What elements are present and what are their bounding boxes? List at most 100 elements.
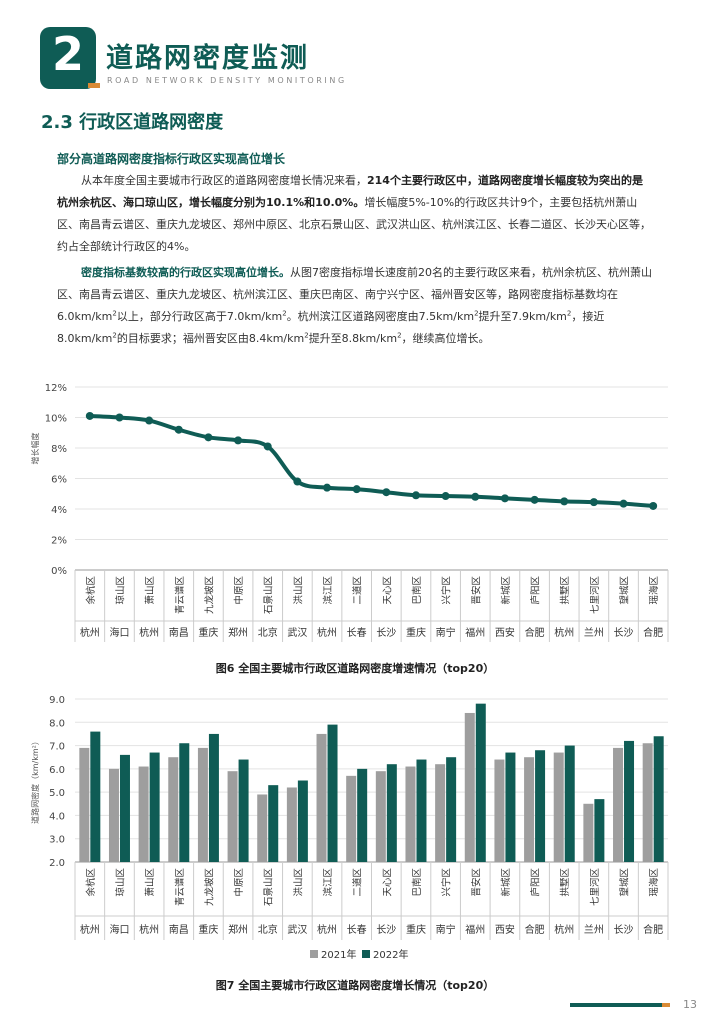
y-tick-label: 5.0 xyxy=(49,788,65,799)
bar-2022 xyxy=(594,799,605,862)
x-category-label: 望城区 xyxy=(619,868,631,897)
x-city-label: 杭州 xyxy=(554,923,574,936)
bar-2022 xyxy=(179,743,190,862)
x-category-label: 中原区 xyxy=(233,868,245,897)
y-tick-label: 2.0 xyxy=(49,858,65,869)
chapter-subtitle: ROAD NETWORK DENSITY MONITORING xyxy=(107,76,347,85)
x-category-label: 兴宁区 xyxy=(441,576,453,605)
density-bar-chart: 2.0 3.0 4.0 5.0 6.0 7.0 8.0 9.0 道路网密度（km/km²） 余杭区… xyxy=(30,695,669,961)
unit-sup: 2 xyxy=(304,331,309,340)
x-category-label: 新城区 xyxy=(500,868,512,897)
x-category-label: 七里河区 xyxy=(589,576,601,615)
y-tick-label: 9.0 xyxy=(49,695,65,706)
x-category-label: 萧山区 xyxy=(144,576,156,605)
x-category-label: 瑶海区 xyxy=(648,576,660,605)
y-tick-label: 3.0 xyxy=(49,835,65,846)
x-city-label: 郑州 xyxy=(228,626,248,639)
bar-2022 xyxy=(90,731,101,862)
y-tick-label: 0% xyxy=(51,566,67,577)
data-point xyxy=(352,485,361,494)
paragraph-2-text: 的目标要求；福州晋安区由8.4km/km xyxy=(116,332,305,345)
x-city-label: 南宁 xyxy=(436,923,456,936)
bar-2022 xyxy=(327,724,338,862)
bar-2022 xyxy=(564,745,575,862)
bar-2022 xyxy=(653,736,664,862)
bar-2022 xyxy=(416,759,427,862)
x-category-label: 天心区 xyxy=(382,868,393,897)
x-city-label: 北京 xyxy=(258,923,278,936)
unit-sup: 2 xyxy=(112,309,117,318)
y-tick-label: 4.0 xyxy=(49,811,65,822)
chapter-title: 道路网密度监测 xyxy=(106,43,309,74)
x-city-label: 杭州 xyxy=(317,626,337,639)
x-city-label: 海口 xyxy=(109,923,129,936)
paragraph-1: 从本年度全国主要城市行政区的道路网密度增长情况来看，214个主要行政区中，道路网… xyxy=(57,170,653,258)
y-tick-label: 2% xyxy=(51,536,67,547)
bar-2022 xyxy=(149,752,160,862)
x-category-label: 二道区 xyxy=(352,576,364,605)
bar-2022 xyxy=(475,703,486,862)
data-point xyxy=(204,433,213,442)
x-city-label: 福州 xyxy=(465,626,485,639)
bar-2022 xyxy=(535,750,546,862)
data-point xyxy=(115,413,124,422)
x-city-label: 杭州 xyxy=(317,923,337,936)
x-category-label: 余杭区 xyxy=(85,576,97,605)
x-city-label: 重庆 xyxy=(198,626,218,639)
x-category-label: 萧山区 xyxy=(144,868,156,897)
data-point xyxy=(174,425,183,434)
x-category-label: 晋安区 xyxy=(470,868,482,897)
x-city-label: 长沙 xyxy=(376,924,396,936)
section-title: 2.3 行政区道路网密度 xyxy=(41,112,224,133)
x-category-label: 滨江区 xyxy=(322,576,334,605)
x-category-label: 兴宁区 xyxy=(441,868,453,897)
chapter-number: 2 xyxy=(51,27,84,81)
paragraph-2-text: 从图7密度指标增长速度前20名的主要行政区来看，杭州余杭区、杭州萧山区、南昌青云… xyxy=(57,266,652,323)
unit-sup: 2 xyxy=(566,309,572,318)
y-tick-label: 7.0 xyxy=(49,742,65,753)
page-number: 13 xyxy=(683,998,697,1011)
x-city-label: 合肥 xyxy=(643,626,663,639)
bar-2021 xyxy=(494,759,505,862)
x-category-label: 拱墅区 xyxy=(559,868,571,897)
subheading: 部分高道路网密度指标行政区实现高位增长 xyxy=(57,152,286,166)
data-point xyxy=(441,492,450,501)
x-city-label: 杭州 xyxy=(139,923,159,936)
x-category-label: 洪山区 xyxy=(292,576,304,605)
x-city-label: 西安 xyxy=(495,923,515,936)
x-category-label: 巴南区 xyxy=(411,576,423,605)
x-category-label: 琼山区 xyxy=(114,868,126,897)
x-city-label: 重庆 xyxy=(406,923,426,936)
x-city-label: 杭州 xyxy=(80,626,100,639)
paragraph-2-text: 。杭州滨江区道路网密度由7.5km/km xyxy=(286,310,475,323)
bar-2021 xyxy=(168,757,179,862)
x-city-label: 武汉 xyxy=(287,626,307,639)
x-category-label: 青云谱区 xyxy=(174,868,186,907)
x-city-label: 长沙 xyxy=(614,924,634,936)
legend-label: 2022年 xyxy=(373,948,408,961)
x-city-label: 重庆 xyxy=(406,626,426,639)
data-point xyxy=(649,501,658,510)
figure-7-caption: 图7 全国主要城市行政区道路网密度增长情况（top20） xyxy=(215,979,495,992)
data-point xyxy=(145,416,154,425)
bar-2022 xyxy=(208,733,219,862)
x-city-label: 南昌 xyxy=(169,626,189,639)
data-point xyxy=(263,442,272,451)
bar-2021 xyxy=(642,743,653,862)
y-tick-label: 8% xyxy=(51,444,67,455)
y-tick-label: 8.0 xyxy=(49,718,65,729)
bar-2022 xyxy=(357,768,368,862)
bar-2021 xyxy=(227,771,238,862)
figure-6-caption: 图6 全国主要城市行政区道路网密度增速情况（top20） xyxy=(215,662,495,675)
x-category-label: 中原区 xyxy=(233,576,245,605)
x-category-label: 余杭区 xyxy=(85,868,97,897)
x-city-label: 南昌 xyxy=(169,923,189,936)
bar-2021 xyxy=(316,733,327,862)
bar-2021 xyxy=(613,747,624,862)
x-category-label: 庐阳区 xyxy=(530,868,542,897)
data-point xyxy=(471,492,480,501)
bar-2021 xyxy=(197,747,208,862)
x-category-label: 望城区 xyxy=(619,576,631,605)
x-category-label: 巴南区 xyxy=(411,868,423,897)
bar-2021 xyxy=(405,766,416,862)
